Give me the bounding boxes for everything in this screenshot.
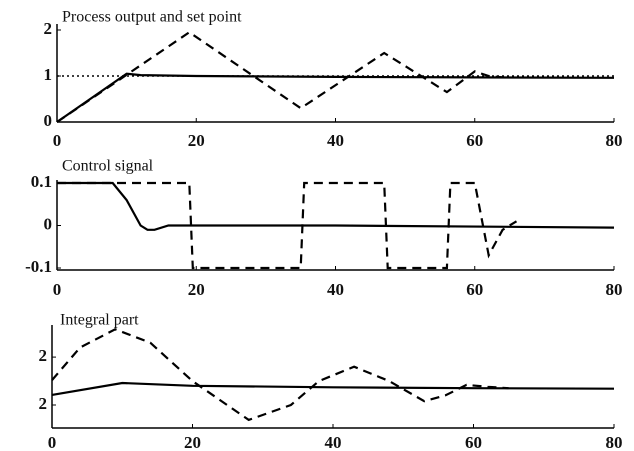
- x-tick-label: 60: [466, 280, 483, 299]
- line-series: [56, 72, 615, 123]
- x-tick-label: 80: [606, 280, 623, 299]
- x-tick-label: 80: [606, 131, 623, 150]
- x-tick-label: 20: [188, 280, 205, 299]
- x-tick-label: 0: [48, 433, 57, 451]
- y-tick-label: 0.1: [31, 172, 52, 191]
- x-tick-label: 0: [53, 131, 62, 150]
- y-tick-label: 1: [44, 65, 53, 84]
- x-tick-label: 0: [53, 280, 62, 299]
- chart-title: Control signal: [62, 158, 154, 175]
- x-tick-label: 40: [325, 433, 342, 451]
- line-series: [57, 181, 518, 270]
- y-tick-label: -0.1: [25, 257, 52, 276]
- x-tick-label: 40: [327, 131, 344, 150]
- y-tick-label: 2: [44, 19, 53, 38]
- line-series: [56, 30, 503, 123]
- line-series: [57, 181, 615, 231]
- chart-title: Integral part: [60, 312, 139, 329]
- line-series: [51, 328, 509, 422]
- chart-title: Process output and set point: [62, 9, 242, 26]
- y-tick-label: 0: [44, 214, 53, 233]
- x-tick-label: 20: [188, 131, 205, 150]
- x-tick-label: 60: [465, 433, 482, 451]
- x-tick-label: 40: [327, 280, 344, 299]
- y-tick-label: 2: [39, 346, 48, 365]
- y-tick-label: 0: [44, 111, 53, 130]
- x-tick-label: 80: [606, 433, 623, 451]
- x-tick-label: 60: [466, 131, 483, 150]
- y-tick-label: 2: [39, 394, 48, 413]
- line-series: [51, 381, 615, 396]
- x-tick-label: 20: [184, 433, 201, 451]
